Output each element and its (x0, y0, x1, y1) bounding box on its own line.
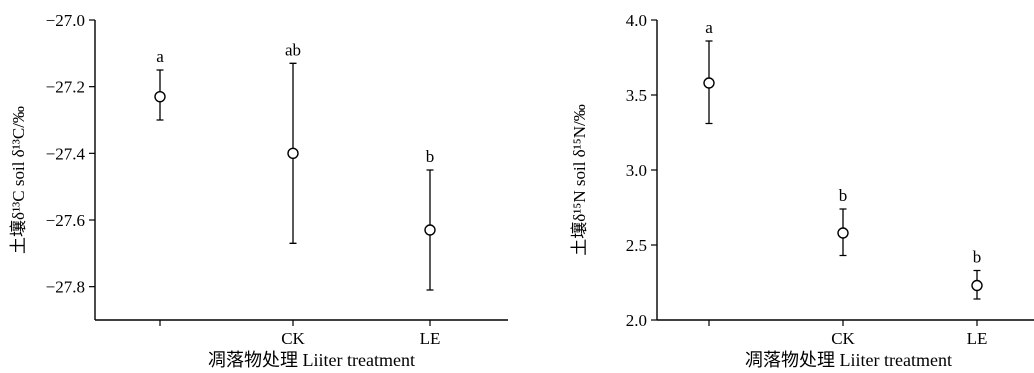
x-tick-label: LE (967, 329, 988, 348)
y-axis-label: 土壤δ¹³C soil δ¹³C/‰ (8, 106, 28, 254)
y-tick-label: 3.5 (626, 86, 647, 105)
significance-letter: b (839, 186, 848, 205)
x-tick-label: LE (420, 329, 441, 348)
y-tick-label: 3.0 (626, 161, 647, 180)
x-tick-label: CK (831, 329, 855, 348)
y-tick-label: −27.8 (46, 278, 85, 297)
data-point (424, 224, 436, 236)
y-tick-label: 4.0 (626, 11, 647, 30)
y-axis-label: 土壤δ¹⁵N soil δ¹⁵N/‰ (569, 104, 589, 255)
y-tick-label: −27.2 (46, 78, 85, 97)
data-point (287, 147, 299, 160)
x-tick-label: CK (281, 329, 305, 348)
carbon-isotope-chart: −27.0 −27.2 −27.4 −27.6 −27.8 CK LE a ab b 凋落物处理 L… (8, 11, 508, 370)
data-point (971, 279, 983, 292)
y-tick-label: −27.0 (46, 11, 85, 30)
x-axis-label: 凋落物处理 Liiter treatment (208, 350, 415, 370)
significance-letter: a (705, 18, 713, 37)
y-tick-label: −27.6 (46, 211, 85, 230)
data-point (154, 90, 166, 103)
x-axis-label: 凋落物处理 Liiter treatment (745, 350, 952, 370)
significance-letter: ab (285, 40, 301, 59)
y-tick-label: −27.4 (46, 144, 86, 163)
nitrogen-isotope-chart: 2.0 2.5 3.0 3.5 4.0 CK LE a b b 凋落物处理 Liiter treat… (569, 11, 1034, 370)
significance-letter: b (973, 248, 982, 267)
data-point (837, 227, 849, 239)
significance-letter: b (426, 147, 435, 166)
y-tick-label: 2.5 (626, 236, 647, 255)
significance-letter: a (156, 47, 164, 66)
y-tick-label: 2.0 (626, 311, 647, 330)
data-point (703, 77, 715, 89)
